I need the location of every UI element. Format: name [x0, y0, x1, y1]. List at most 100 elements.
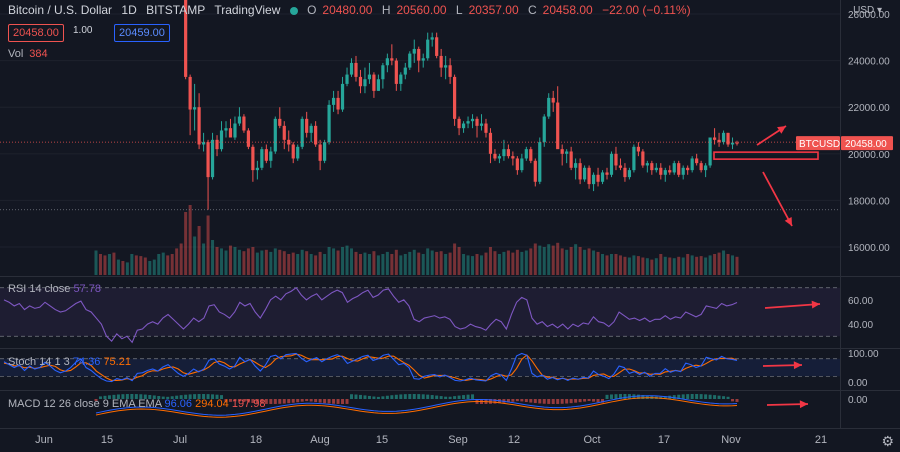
- candle-body: [282, 125, 286, 140]
- candle-body: [663, 170, 667, 175]
- macd-histogram-bar: [421, 394, 425, 399]
- buy-button[interactable]: 20459.00: [114, 24, 170, 42]
- candle-body: [511, 156, 515, 159]
- time-tick-label: Oct: [583, 434, 600, 446]
- candle-body: [704, 165, 708, 171]
- macd-histogram-bar: [663, 396, 667, 399]
- volume-bar: [524, 250, 528, 275]
- volume-bar: [363, 252, 367, 275]
- macd-histogram-bar: [704, 394, 708, 399]
- candle-body: [251, 146, 255, 171]
- volume-bar: [179, 243, 183, 275]
- macd-histogram-bar: [493, 399, 497, 404]
- macd-histogram-bar: [237, 399, 241, 402]
- candle-body: [623, 167, 627, 178]
- rsi-pane[interactable]: [0, 286, 840, 344]
- volume-bar: [332, 248, 336, 275]
- time-tick-label: 12: [508, 434, 520, 446]
- currency-text: USD: [853, 5, 875, 16]
- axis-divider: [840, 0, 841, 428]
- time-axis[interactable]: Jun 15 Jul 18 Aug 15 Sep 12 Oct 17 Nov 21: [35, 434, 827, 446]
- macd-histogram-bar: [726, 396, 730, 399]
- stoch-pane[interactable]: [0, 352, 840, 383]
- volume-bar: [220, 248, 224, 275]
- price-axis[interactable]: 26000.00 24000.00 22000.00 20000.00 18000.00…: [796, 10, 893, 406]
- macd-pane[interactable]: [94, 394, 739, 418]
- candle-body: [354, 62, 358, 77]
- candle-body: [363, 79, 367, 87]
- volume-bar: [211, 240, 215, 275]
- candle-body: [439, 55, 443, 68]
- candle-body: [560, 149, 564, 154]
- stoch-right-arrow-head: [793, 361, 802, 370]
- interval-label[interactable]: 1D: [121, 3, 137, 17]
- rsi-title: RSI 14 close: [8, 283, 71, 295]
- volume-bar: [551, 245, 555, 275]
- volume-bar: [408, 251, 412, 275]
- time-tick-label: 15: [376, 434, 388, 446]
- macd-right-arrow-head: [799, 400, 808, 409]
- volume-bar: [466, 255, 470, 275]
- macd-histogram-bar: [228, 399, 232, 402]
- macd-histogram-bar: [376, 396, 380, 399]
- close-value: 20458.00: [542, 3, 593, 17]
- macd-histogram-bar: [251, 399, 255, 403]
- sell-button[interactable]: 20458.00: [8, 24, 64, 42]
- volume-bar: [556, 242, 560, 275]
- macd-histogram-bar: [569, 399, 573, 404]
- volume-bar: [228, 245, 232, 275]
- macd-histogram-bar: [246, 399, 250, 403]
- volume-bar: [722, 250, 726, 275]
- macd-histogram-bar: [551, 399, 555, 404]
- candle-body: [210, 139, 215, 178]
- settings-gear-icon[interactable]: ⚙: [881, 433, 894, 449]
- volume-bar: [569, 247, 573, 275]
- volume-bar: [282, 251, 286, 275]
- volume-bar: [484, 252, 488, 275]
- volume-bar: [318, 251, 322, 275]
- volume-bar: [713, 254, 717, 275]
- price-tick-label: 26000.00: [848, 10, 890, 21]
- macd-histogram-bar: [287, 399, 291, 404]
- candle-body: [242, 116, 246, 131]
- candle-body: [394, 60, 398, 84]
- candle-body: [672, 163, 676, 173]
- volume-bar: [695, 256, 699, 275]
- volume-bar: [130, 254, 134, 275]
- volume-bar: [426, 248, 430, 275]
- candle-body: [695, 158, 699, 164]
- candle-body: [529, 149, 533, 161]
- candle-body: [206, 142, 210, 178]
- volume-bar: [372, 251, 376, 275]
- rsi-band-fill: [0, 287, 840, 337]
- volume-bar: [175, 248, 179, 275]
- macd-histogram-bar: [592, 399, 596, 402]
- volume-bar: [242, 251, 246, 275]
- macd-histogram-bar: [193, 394, 197, 399]
- volume-bar: [143, 257, 147, 275]
- candle-body: [435, 37, 439, 56]
- macd-histogram-bar: [601, 399, 605, 403]
- volume-legend: Vol 384: [8, 48, 48, 60]
- symbol-title[interactable]: Bitcoin / U.S. Dollar: [8, 3, 113, 17]
- macd-histogram-bar: [323, 399, 327, 404]
- volume-bar: [726, 254, 730, 275]
- candle-body: [470, 118, 475, 122]
- volume-bar: [260, 250, 264, 275]
- candle-body: [300, 118, 304, 147]
- pane-divider: [0, 390, 900, 391]
- volume-bar: [457, 247, 461, 275]
- volume-bar: [668, 257, 672, 275]
- candle-body: [578, 163, 582, 180]
- candlestick-series[interactable]: [94, 0, 739, 210]
- macd-histogram-bar: [309, 399, 313, 402]
- macd-histogram-bar: [300, 399, 304, 402]
- currency-label[interactable]: USD ▾: [853, 5, 882, 16]
- volume-bar: [435, 251, 439, 275]
- macd-histogram-bar: [403, 394, 407, 399]
- volume-bar: [623, 256, 627, 275]
- macd-histogram-bar: [170, 396, 174, 399]
- candle-body: [403, 67, 407, 75]
- candle-body: [291, 144, 295, 159]
